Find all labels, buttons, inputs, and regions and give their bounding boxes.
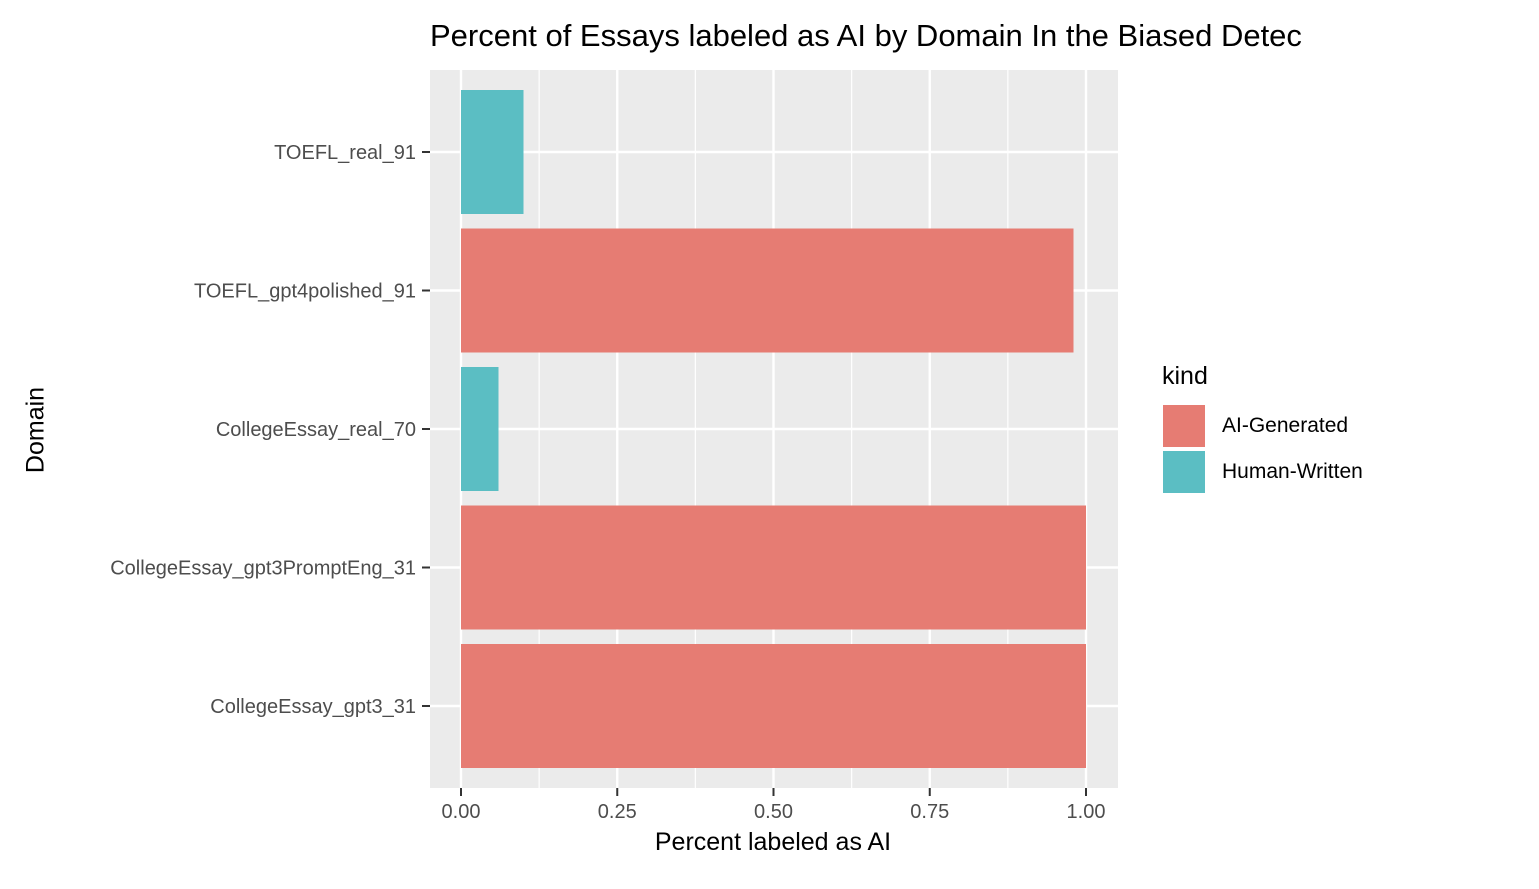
- bars: [461, 90, 1086, 768]
- x-tick-label: 0.50: [754, 801, 793, 823]
- bar-TOEFL_real_91: [461, 90, 524, 214]
- chart-title: Percent of Essays labeled as AI by Domai…: [430, 18, 1302, 53]
- title-clip: Percent of Essays labeled as AI by Domai…: [0, 0, 1408, 70]
- bar-TOEFL_gpt4polished_91: [461, 228, 1074, 353]
- legend-item-human-written: Human-Written: [1162, 449, 1363, 495]
- legend: kind AI-Generated Human-Written: [1162, 362, 1363, 495]
- y-axis: TOEFL_real_91 TOEFL_gpt4polished_91 Colleg…: [110, 142, 430, 718]
- legend-title: kind: [1162, 362, 1208, 390]
- legend-key-human-written: [1162, 450, 1206, 494]
- legend-label-human-written: Human-Written: [1222, 460, 1363, 483]
- x-tick-label: 0.75: [910, 801, 949, 823]
- y-tick-label: TOEFL_gpt4polished_91: [194, 281, 416, 303]
- y-tick-label: CollegeEssay_gpt3_31: [210, 696, 416, 718]
- legend-key-ai-generated: [1162, 404, 1206, 448]
- bar-CollegeEssay_gpt3_31: [461, 644, 1086, 768]
- x-axis: 0.00 0.25 0.50 0.75 1.00: [442, 788, 1106, 823]
- bar-CollegeEssay_gpt3PromptEng_31: [461, 505, 1086, 630]
- y-tick-label: TOEFL_real_91: [274, 142, 416, 164]
- legend-item-ai-generated: AI-Generated: [1162, 403, 1363, 449]
- x-tick-label: 1.00: [1067, 801, 1106, 823]
- x-tick-label: 0.25: [598, 801, 637, 823]
- x-axis-label: Percent labeled as AI: [654, 828, 892, 856]
- x-tick-label: 0.00: [442, 801, 481, 823]
- legend-label-ai-generated: AI-Generated: [1222, 414, 1349, 437]
- y-axis-label: Domain: [21, 386, 50, 474]
- y-tick-label: CollegeEssay_gpt3PromptEng_31: [110, 558, 416, 580]
- bar-CollegeEssay_real_70: [461, 367, 499, 491]
- y-tick-label: CollegeEssay_real_70: [216, 419, 416, 441]
